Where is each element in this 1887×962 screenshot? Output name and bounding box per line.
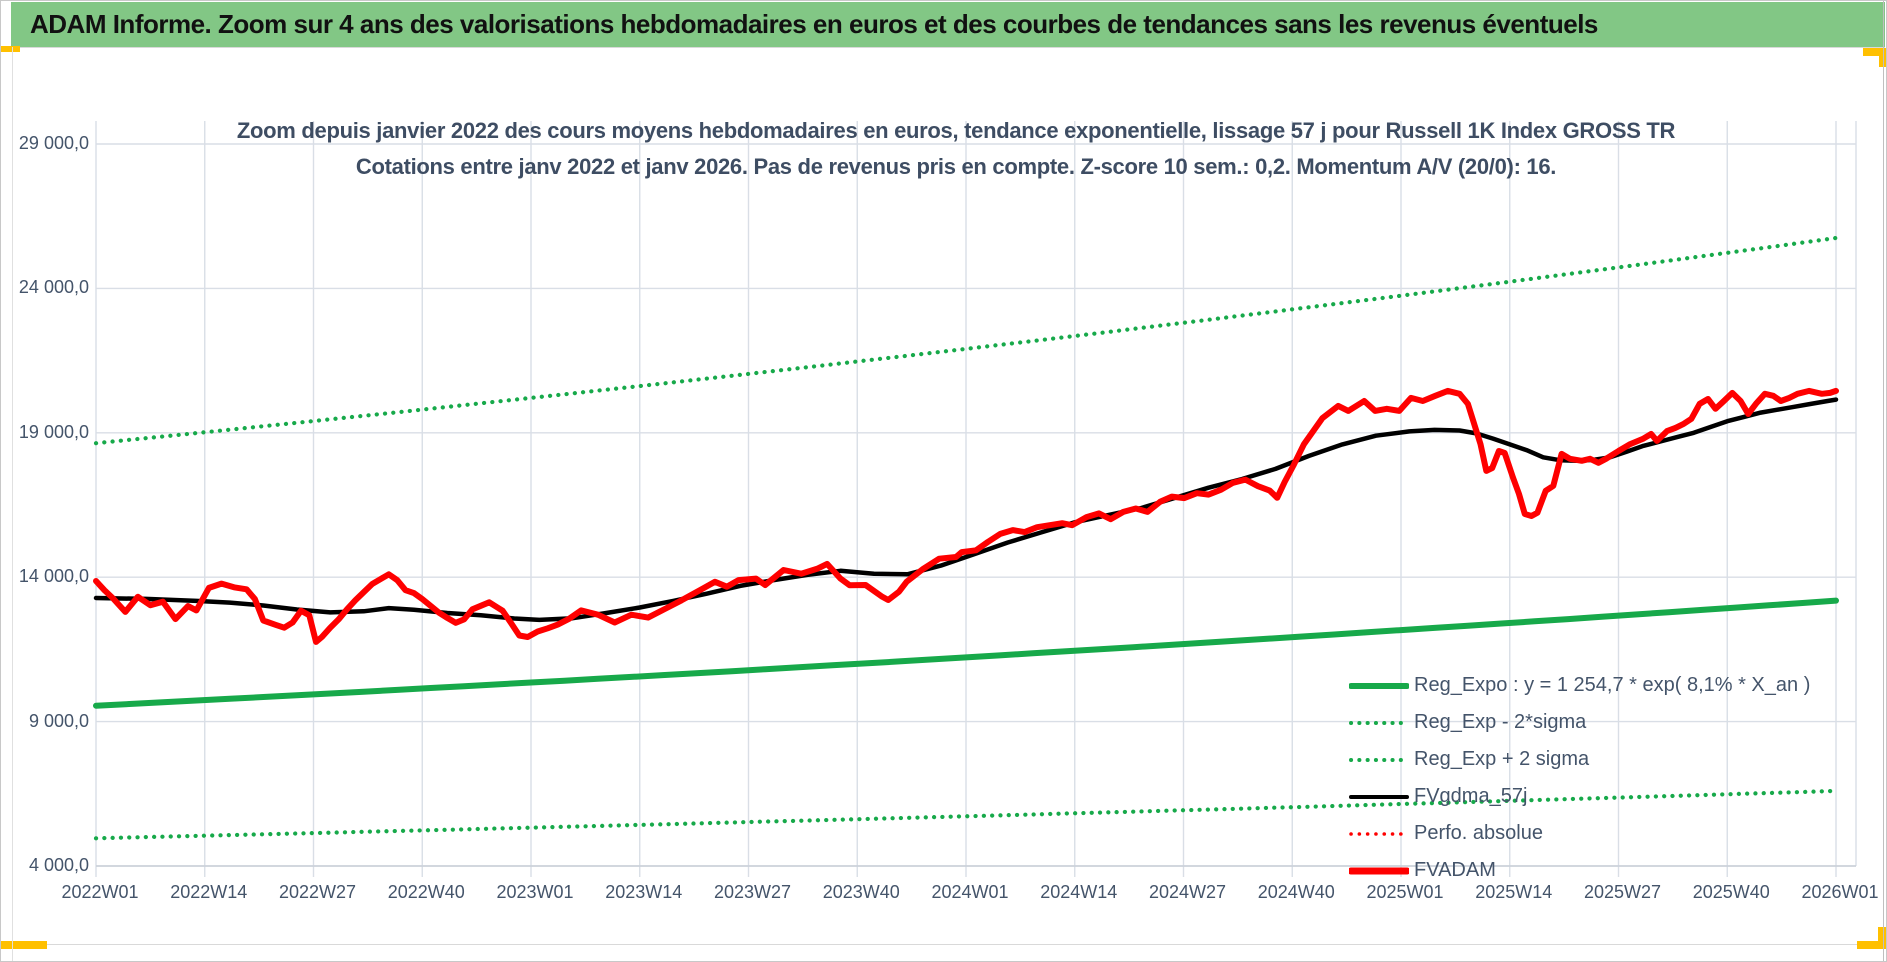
y-tick-label[interactable]: 29 000,0 bbox=[18, 133, 89, 153]
x-tick-label[interactable]: 2025W01 bbox=[1366, 882, 1444, 902]
chart-area[interactable]: Zoom depuis janvier 2022 des cours moyen… bbox=[1, 47, 1886, 944]
x-tick-label[interactable]: 2026W01 bbox=[1801, 882, 1879, 902]
selection-mark-bottom-right-v bbox=[1878, 927, 1886, 949]
legend-marker-dotted-red bbox=[1349, 831, 1409, 836]
legend-marker-dotted-green bbox=[1349, 757, 1409, 762]
chart-title-line1: Zoom depuis janvier 2022 des cours moyen… bbox=[236, 118, 1676, 143]
legend-item[interactable]: Perfo. absolue bbox=[1349, 815, 1810, 852]
x-tick-label[interactable]: 2023W27 bbox=[713, 882, 792, 902]
header-title: ADAM Informe. Zoom sur 4 ans des valoris… bbox=[30, 9, 1598, 39]
x-tick-label[interactable]: 2022W27 bbox=[278, 882, 357, 902]
column-boundary-line bbox=[12, 47, 13, 961]
header-bar: ADAM Informe. Zoom sur 4 ans des valoris… bbox=[11, 2, 1885, 48]
selection-mark-top-right-h bbox=[1863, 48, 1886, 56]
legend-marker-solid-black bbox=[1349, 794, 1409, 799]
selection-mark-top-right-v bbox=[1879, 48, 1886, 67]
series-reg-expo[interactable] bbox=[93, 597, 1839, 709]
x-tick-label[interactable]: 2023W40 bbox=[822, 882, 900, 902]
chart-plot-svg bbox=[93, 121, 1857, 877]
series-reg-exp-2-sigma[interactable] bbox=[93, 235, 1839, 446]
row-boundary-line bbox=[1, 944, 1886, 945]
y-tick-label[interactable]: 19 000,0 bbox=[18, 421, 89, 442]
x-tick-label[interactable]: 2022W40 bbox=[387, 882, 465, 902]
selection-mark-top-left bbox=[1, 46, 20, 52]
x-tick-label[interactable]: 2025W40 bbox=[1692, 882, 1770, 902]
x-tick-label[interactable]: 2023W14 bbox=[605, 882, 683, 902]
x-tick-label[interactable]: 2024W40 bbox=[1257, 882, 1335, 902]
x-tick-label[interactable]: 2024W01 bbox=[931, 882, 1009, 902]
y-tick-label[interactable]: 4 000,0 bbox=[28, 855, 89, 875]
legend-item[interactable]: FVgdma_57j bbox=[1349, 778, 1810, 815]
x-tick-label[interactable]: 2023W01 bbox=[496, 882, 574, 902]
legend-marker-solid-green bbox=[1349, 682, 1409, 689]
y-tick-label[interactable]: 24 000,0 bbox=[18, 277, 89, 298]
y-tick-label[interactable]: 14 000,0 bbox=[18, 566, 89, 587]
window-right-border bbox=[1883, 1, 1884, 961]
legend-marker-dotted-green bbox=[1349, 720, 1409, 725]
legend-item[interactable]: FVADAM bbox=[1349, 852, 1810, 889]
selection-mark-bottom-right-h bbox=[1857, 941, 1886, 949]
chart-title[interactable]: Zoom depuis janvier 2022 des cours moyen… bbox=[61, 113, 1851, 185]
legend-marker-solid-red bbox=[1349, 867, 1409, 874]
legend-label: Perfo. absolue bbox=[1414, 822, 1543, 844]
selection-mark-bottom-left bbox=[1, 941, 47, 949]
legend-label: Reg_Exp - 2*sigma bbox=[1414, 711, 1587, 733]
legend-item[interactable]: Reg_Exp + 2 sigma bbox=[1349, 741, 1810, 778]
x-tick-label[interactable]: 2024W14 bbox=[1040, 882, 1118, 902]
chart-legend[interactable]: Reg_Expo : y = 1 254,7 * exp( 8,1% * X_a… bbox=[1349, 667, 1810, 889]
legend-label: Reg_Exp + 2 sigma bbox=[1414, 748, 1590, 770]
x-tick-label[interactable]: 2022W01 bbox=[61, 882, 139, 902]
y-tick-label[interactable]: 9 000,0 bbox=[28, 710, 89, 731]
chart-title-line2: Cotations entre janv 2022 et janv 2026. … bbox=[355, 154, 1557, 179]
legend-label: FVgdma_57j bbox=[1414, 785, 1528, 807]
x-tick-label[interactable]: 2024W27 bbox=[1148, 882, 1227, 902]
legend-item[interactable]: Reg_Exp - 2*sigma bbox=[1349, 704, 1810, 741]
legend-item[interactable]: Reg_Expo : y = 1 254,7 * exp( 8,1% * X_a… bbox=[1349, 667, 1810, 704]
series-reg-exp-2-sigma[interactable] bbox=[93, 788, 1839, 841]
x-tick-label[interactable]: 2022W14 bbox=[170, 882, 248, 902]
series-fvadam[interactable] bbox=[93, 387, 1839, 645]
x-tick-label[interactable]: 2025W14 bbox=[1475, 882, 1553, 902]
x-tick-label[interactable]: 2025W27 bbox=[1583, 882, 1662, 902]
legend-label: Reg_Expo : y = 1 254,7 * exp( 8,1% * X_a… bbox=[1414, 674, 1811, 696]
legend-label: FVADAM bbox=[1414, 859, 1496, 881]
